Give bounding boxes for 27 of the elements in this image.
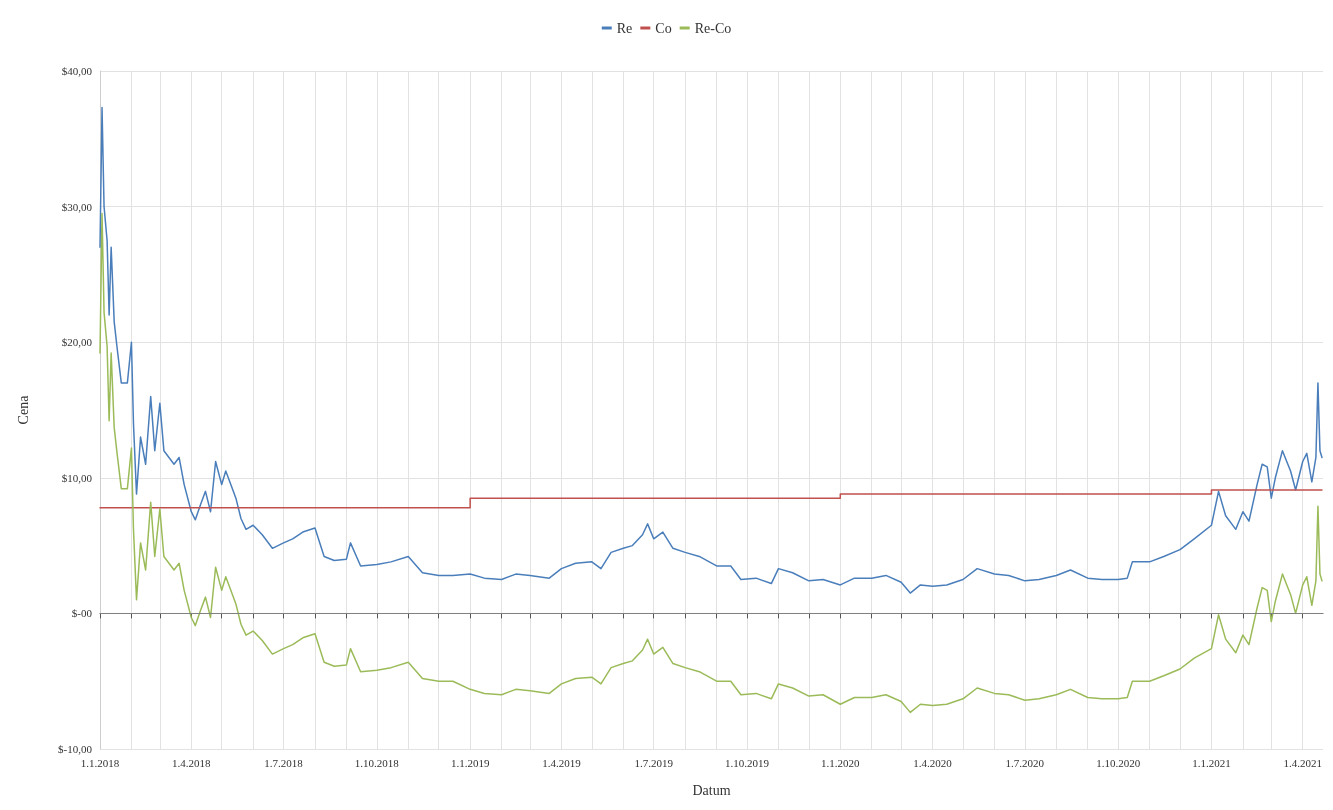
y-tick-label: $-10,00 xyxy=(58,743,93,755)
x-tick-label: 1.10.2020 xyxy=(1096,756,1141,769)
y-tick-label: $10,00 xyxy=(61,471,93,484)
y-tick-label: $40,00 xyxy=(61,65,93,77)
x-tick-label: 1.7.2020 xyxy=(1005,756,1045,769)
line-series xyxy=(99,106,1323,594)
legend-label: Co xyxy=(655,20,672,36)
x-tick-label: 1.1.2020 xyxy=(821,756,861,769)
x-axis-title: Datum xyxy=(692,782,731,798)
x-tick-label: 1.7.2019 xyxy=(634,756,674,769)
x-tick-label: 1.4.2020 xyxy=(913,756,953,769)
x-tick-label: 1.1.2021 xyxy=(1192,756,1231,769)
x-tick-label: 1.10.2019 xyxy=(724,756,770,769)
y-tick-label: $20,00 xyxy=(61,336,93,349)
legend-label: Re-Co xyxy=(694,20,732,36)
y-tick-label: $30,00 xyxy=(61,200,93,213)
line-series xyxy=(99,212,1323,714)
x-tick-label: 1.1.2018 xyxy=(80,756,120,769)
x-tick-label: 1.4.2018 xyxy=(172,756,212,769)
x-tick-label: 1.4.2019 xyxy=(542,756,582,769)
x-tick-label: 1.10.2018 xyxy=(354,756,400,769)
x-tick-label: 1.4.2021 xyxy=(1283,756,1322,769)
y-tick-label: $-00 xyxy=(71,607,93,620)
y-axis-title: Cena xyxy=(15,394,31,425)
legend-label: Re xyxy=(616,20,633,36)
x-tick-label: 1.7.2018 xyxy=(264,756,304,769)
x-tick-label: 1.1.2019 xyxy=(450,756,490,769)
